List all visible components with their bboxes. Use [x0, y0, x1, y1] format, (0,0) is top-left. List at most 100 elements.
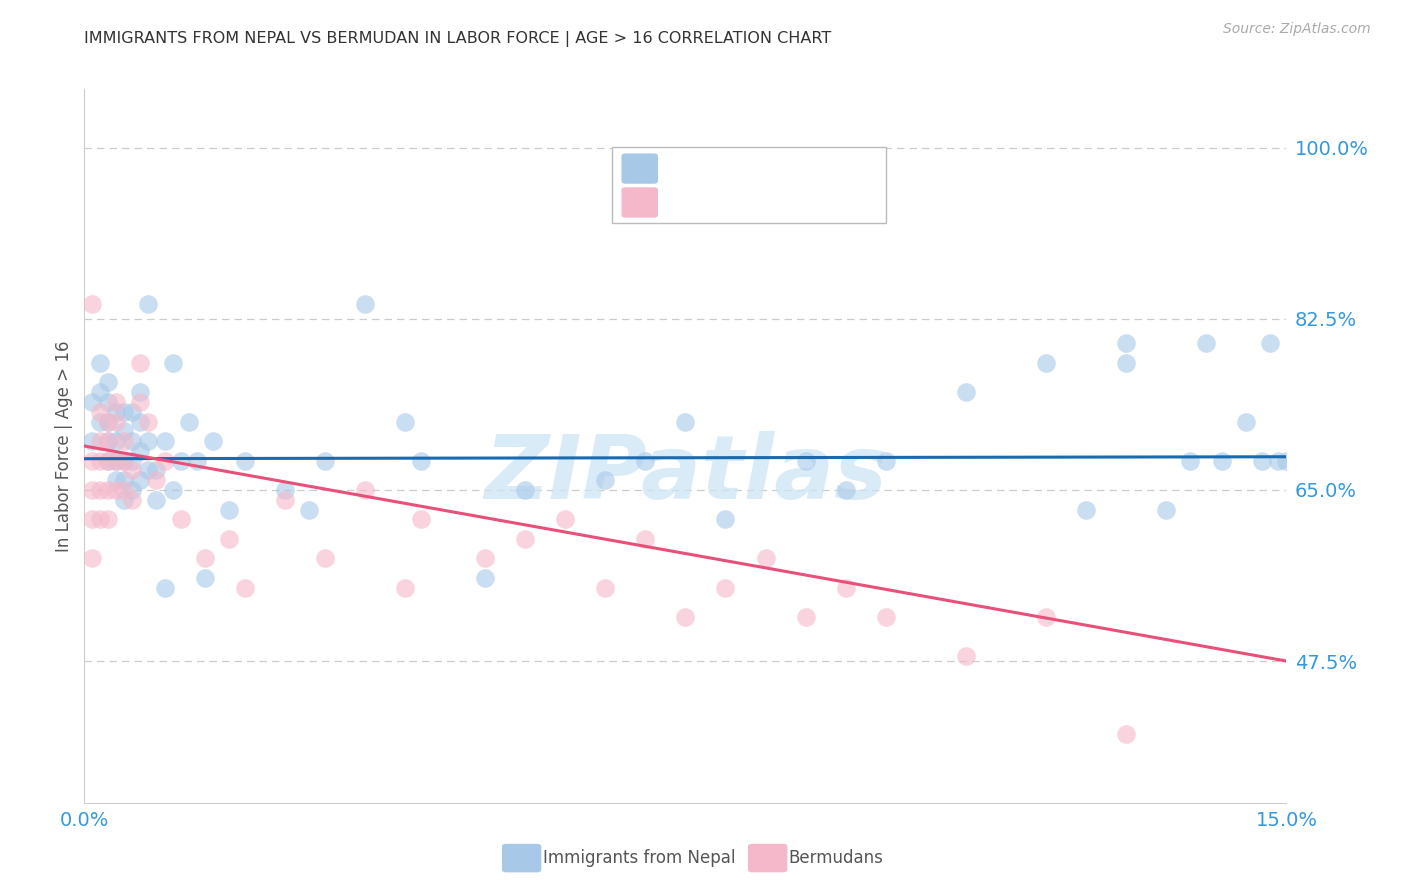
- Text: N =: N =: [770, 194, 818, 211]
- Point: [595, 473, 617, 487]
- Point: [394, 415, 416, 429]
- Point: [97, 453, 120, 467]
- Point: [121, 492, 143, 507]
- Point: [1275, 453, 1298, 467]
- Point: [138, 434, 160, 449]
- Point: [121, 434, 143, 449]
- Point: [105, 415, 128, 429]
- Point: [1234, 415, 1257, 429]
- Point: [114, 492, 135, 507]
- Point: [138, 415, 160, 429]
- Text: Bermudans: Bermudans: [789, 849, 883, 867]
- Point: [129, 385, 152, 400]
- Point: [194, 571, 217, 585]
- Point: [1195, 336, 1218, 351]
- Point: [474, 571, 496, 585]
- Point: [89, 453, 111, 467]
- Point: [955, 649, 977, 664]
- Point: [394, 581, 416, 595]
- Point: [82, 512, 104, 526]
- Point: [634, 532, 657, 546]
- Point: [82, 453, 104, 467]
- Text: Source: ZipAtlas.com: Source: ZipAtlas.com: [1223, 22, 1371, 37]
- Point: [675, 610, 697, 624]
- Point: [105, 405, 128, 419]
- Point: [89, 512, 111, 526]
- Point: [274, 483, 297, 497]
- Point: [105, 453, 128, 467]
- Point: [201, 434, 224, 449]
- Point: [89, 415, 111, 429]
- Point: [169, 512, 191, 526]
- Point: [714, 581, 737, 595]
- Point: [97, 512, 120, 526]
- Point: [82, 434, 104, 449]
- Point: [89, 356, 111, 370]
- Point: [114, 405, 135, 419]
- Point: [835, 581, 858, 595]
- Point: [354, 483, 377, 497]
- Point: [875, 453, 897, 467]
- Point: [89, 405, 111, 419]
- Point: [1076, 502, 1098, 516]
- Point: [145, 463, 167, 477]
- Point: [114, 453, 135, 467]
- Point: [233, 453, 256, 467]
- Text: R =: R =: [665, 194, 702, 211]
- Point: [162, 483, 184, 497]
- Point: [97, 453, 120, 467]
- Text: N =: N =: [770, 160, 818, 178]
- Point: [314, 453, 336, 467]
- Point: [82, 395, 104, 409]
- Text: ZIPatlas: ZIPatlas: [484, 431, 887, 518]
- Point: [218, 532, 240, 546]
- Point: [97, 395, 120, 409]
- Point: [409, 512, 432, 526]
- Point: [218, 502, 240, 516]
- Text: R =: R =: [665, 160, 706, 178]
- Point: [1251, 453, 1274, 467]
- Point: [298, 502, 321, 516]
- Point: [755, 551, 778, 566]
- Point: [314, 551, 336, 566]
- Point: [105, 453, 128, 467]
- Point: [89, 385, 111, 400]
- Point: [515, 532, 537, 546]
- Point: [1211, 453, 1233, 467]
- Point: [675, 415, 697, 429]
- Point: [153, 434, 176, 449]
- Point: [714, 512, 737, 526]
- Point: [121, 483, 143, 497]
- Point: [97, 483, 120, 497]
- Point: [138, 297, 160, 311]
- Text: 0.008: 0.008: [710, 160, 762, 178]
- Point: [89, 434, 111, 449]
- Text: 52: 52: [820, 194, 842, 211]
- Point: [1180, 453, 1202, 467]
- Point: [105, 434, 128, 449]
- Point: [145, 492, 167, 507]
- Point: [1156, 502, 1178, 516]
- Point: [121, 463, 143, 477]
- Point: [105, 483, 128, 497]
- Point: [409, 453, 432, 467]
- Point: [875, 610, 897, 624]
- Y-axis label: In Labor Force | Age > 16: In Labor Force | Age > 16: [55, 340, 73, 552]
- Point: [354, 297, 377, 311]
- Point: [121, 453, 143, 467]
- Point: [145, 473, 167, 487]
- Text: IMMIGRANTS FROM NEPAL VS BERMUDAN IN LABOR FORCE | AGE > 16 CORRELATION CHART: IMMIGRANTS FROM NEPAL VS BERMUDAN IN LAB…: [84, 31, 831, 47]
- Point: [169, 453, 191, 467]
- Point: [97, 376, 120, 390]
- Point: [1035, 610, 1057, 624]
- Point: [82, 297, 104, 311]
- Point: [114, 425, 135, 439]
- Point: [114, 473, 135, 487]
- Point: [186, 453, 208, 467]
- Point: [105, 395, 128, 409]
- Point: [1035, 356, 1057, 370]
- Point: [554, 512, 576, 526]
- Point: [794, 610, 817, 624]
- Point: [1115, 336, 1137, 351]
- Point: [595, 581, 617, 595]
